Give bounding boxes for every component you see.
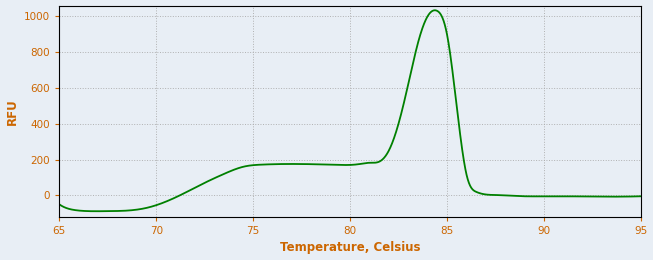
Y-axis label: RFU: RFU: [6, 98, 18, 125]
X-axis label: Temperature, Celsius: Temperature, Celsius: [279, 242, 421, 255]
